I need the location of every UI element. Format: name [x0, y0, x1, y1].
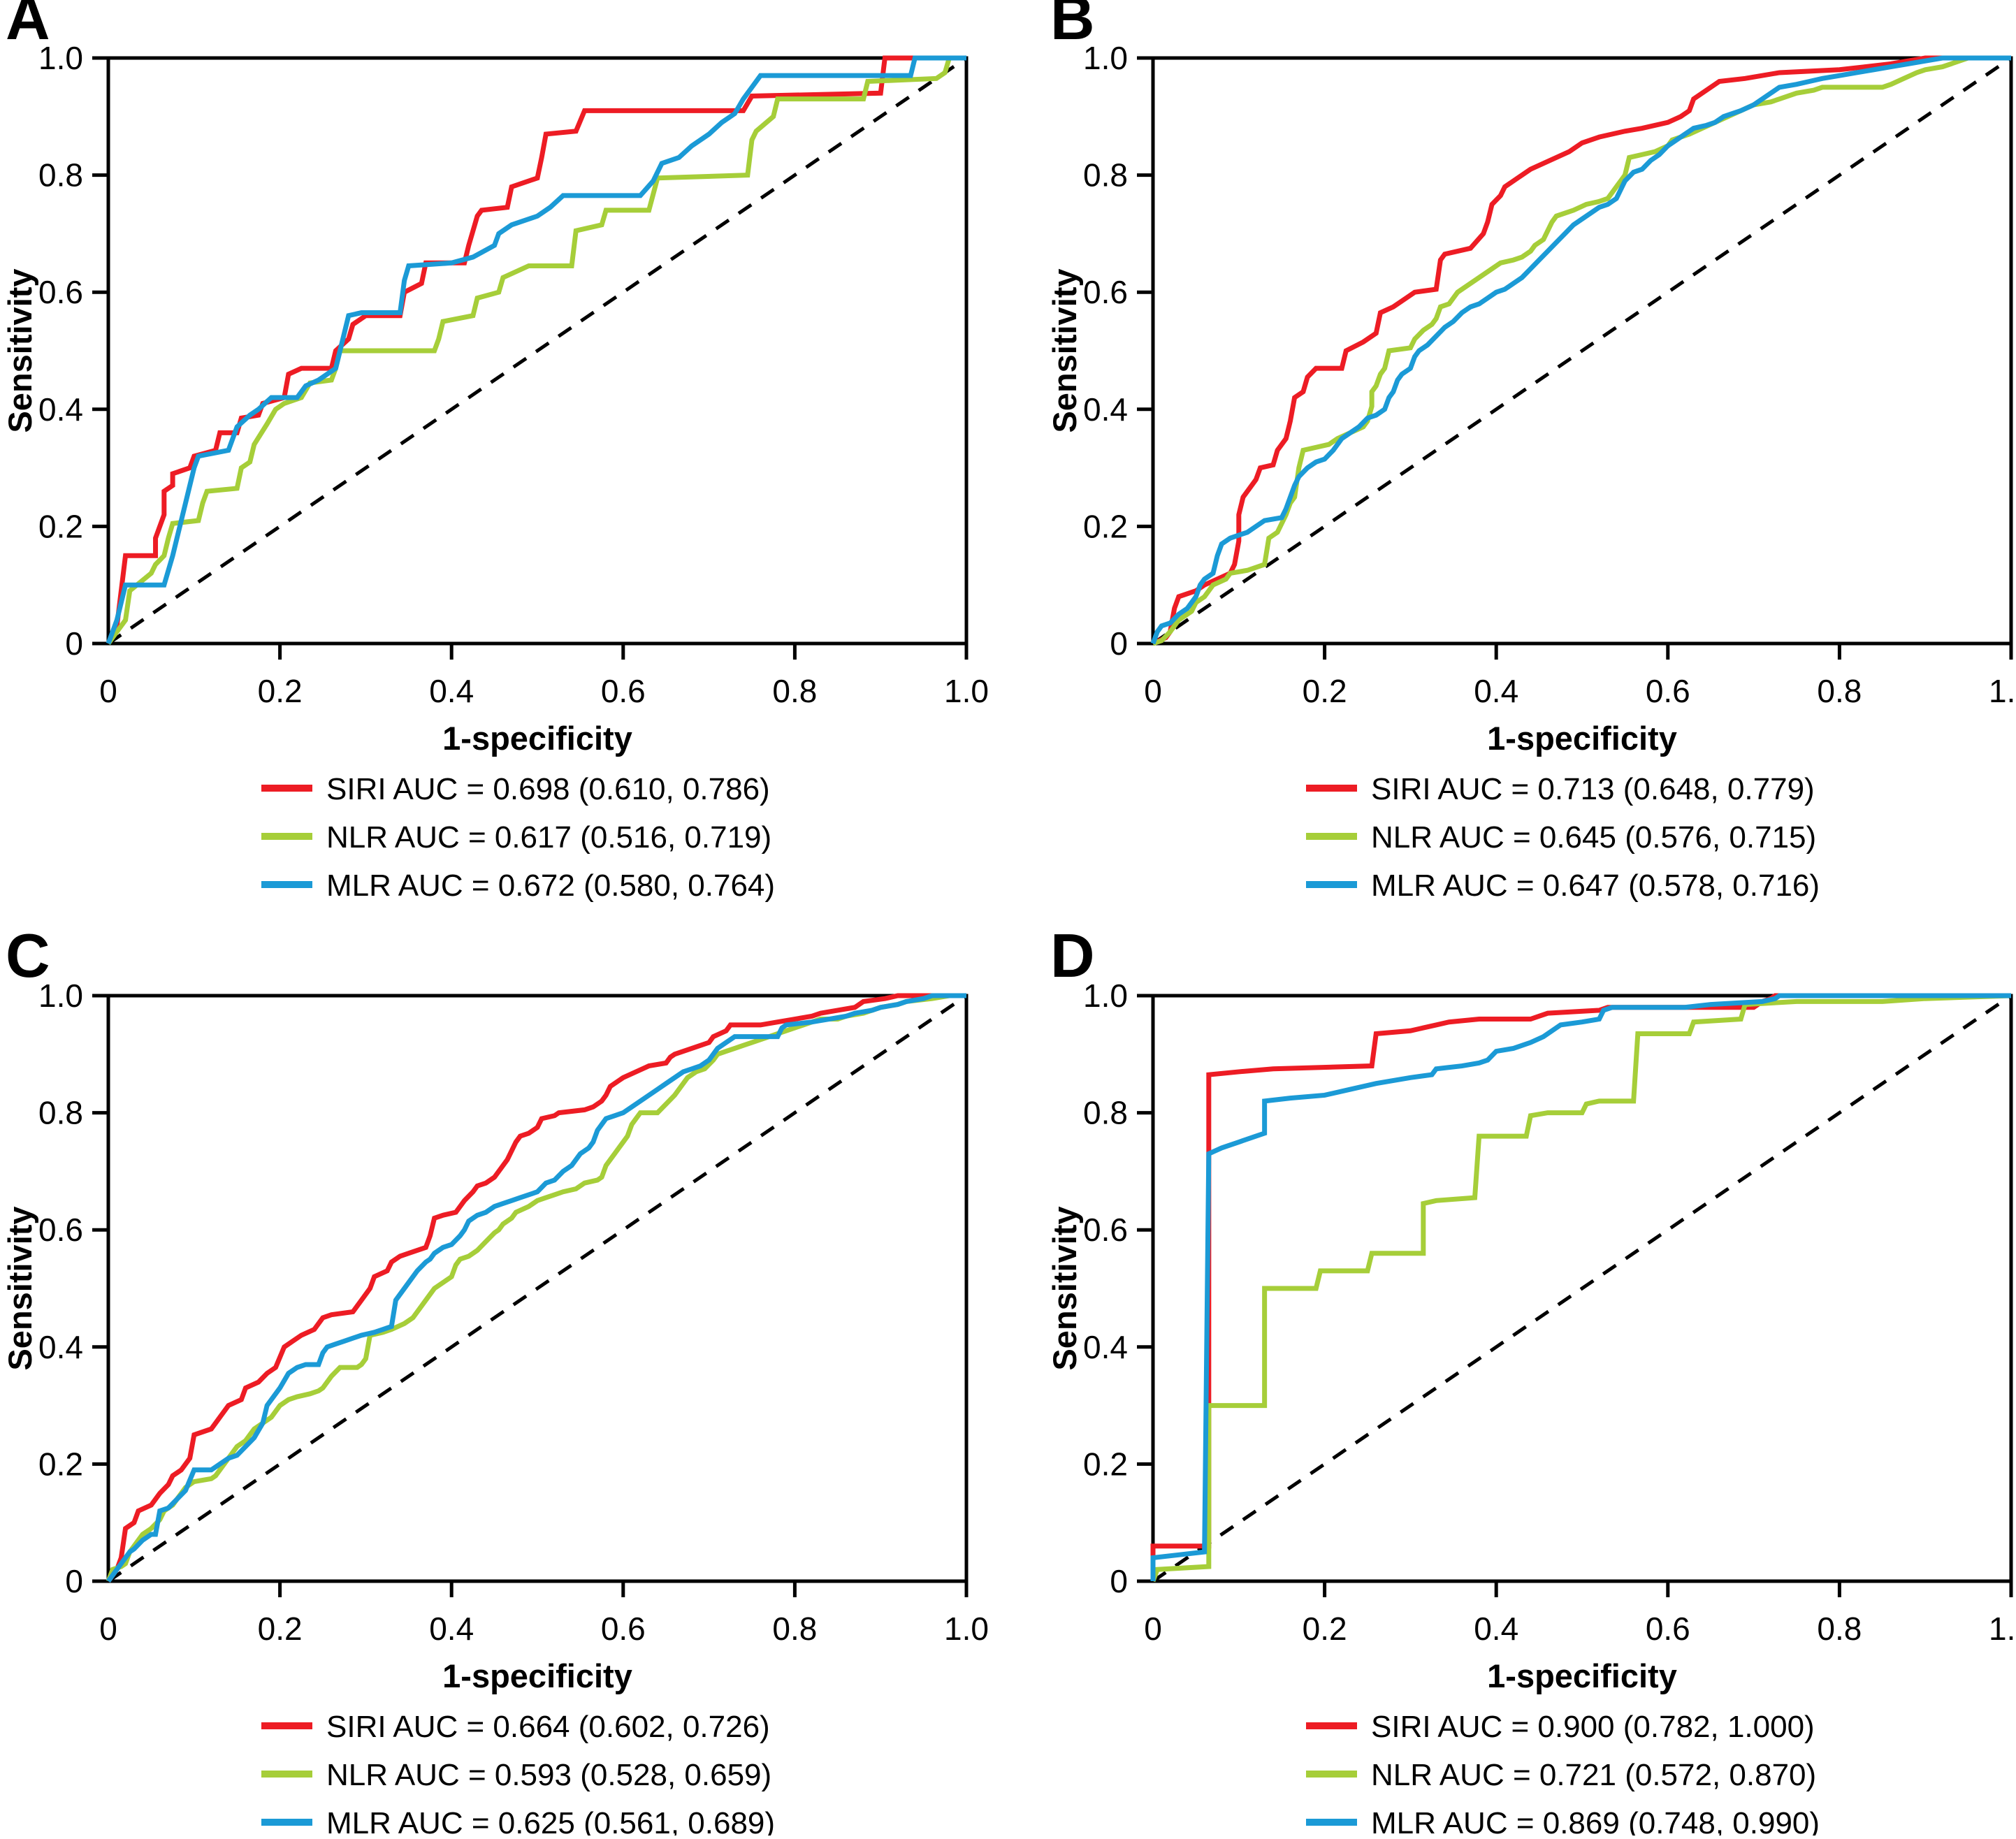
x-tick-label: 0	[1144, 673, 1162, 709]
roc-curve-mlr	[1150, 55, 2011, 645]
x-tick-label: 0.2	[258, 673, 303, 709]
roc-curve-mlr	[106, 993, 966, 1583]
y-tick-label: 0	[1110, 1563, 1128, 1599]
x-tick-label: 0.6	[601, 673, 646, 709]
y-tick-label: 0.6	[1083, 274, 1128, 310]
x-tick-label: 0.6	[1646, 1611, 1690, 1647]
y-tick-label: 0	[65, 625, 83, 662]
legend-label-nlr: NLR AUC = 0.617 (0.516, 0.719)	[326, 820, 771, 855]
y-tick-label: 0.8	[38, 1095, 83, 1131]
legend-label-mlr: MLR AUC = 0.672 (0.580, 0.764)	[326, 868, 775, 903]
x-tick-label: 0	[1144, 1611, 1162, 1647]
y-tick-label: 0.6	[38, 274, 83, 310]
panel-D: D 0 0.2 0.4 0.6 0.8 1.0 0 0.2 0.4 0.6 0.8 1.0 1-speci…	[1046, 921, 2016, 1839]
y-tick-label: 0.4	[1083, 1329, 1128, 1365]
legend: SIRI AUC = 0.698 (0.610, 0.786) NLR AUC =…	[261, 772, 775, 903]
y-tick-label: 0	[1110, 625, 1128, 662]
x-tick-label: 1.0	[1989, 673, 2016, 709]
legend-label-siri: SIRI AUC = 0.713 (0.648, 0.779)	[1371, 772, 1815, 806]
panel-letter: A	[6, 0, 50, 52]
plot-frame	[1151, 994, 2013, 1583]
panel-letter: B	[1050, 0, 1095, 52]
x-tick-label: 0.2	[1303, 673, 1347, 709]
legend-label-nlr: NLR AUC = 0.645 (0.576, 0.715)	[1371, 820, 1816, 855]
y-tick-label: 0.2	[1083, 508, 1128, 544]
y-tick-label: 0.2	[38, 1446, 83, 1482]
roc-curve-siri	[1152, 55, 2011, 646]
x-tick-label: 0.8	[772, 1611, 817, 1647]
x-tick-label: 0.8	[1817, 673, 1862, 709]
x-axis-title: 1-specificity	[1487, 720, 1677, 757]
chance-line	[107, 56, 968, 646]
x-axis-title: 1-specificity	[442, 720, 632, 757]
x-tick-label: 1.0	[944, 673, 989, 709]
legend-label-siri: SIRI AUC = 0.900 (0.782, 1.000)	[1371, 1710, 1815, 1744]
y-tick-label: 0.8	[1083, 1095, 1128, 1131]
legend-label-siri: SIRI AUC = 0.664 (0.602, 0.726)	[326, 1710, 770, 1744]
y-tick-label: 0.8	[38, 157, 83, 194]
x-tick-label: 0.8	[772, 673, 817, 709]
legend-label-mlr: MLR AUC = 0.869 (0.748, 0.990)	[1371, 1806, 1820, 1836]
x-tick-label: 0.6	[601, 1611, 646, 1647]
x-tick-label: 0.4	[429, 673, 474, 709]
y-axis-title: Sensitivity	[1, 268, 38, 433]
legend: SIRI AUC = 0.900 (0.782, 1.000) NLR AUC =…	[1306, 1710, 1820, 1839]
x-tick-label: 1.0	[944, 1611, 989, 1647]
y-tick-label: 0.6	[38, 1212, 83, 1248]
y-tick-label: 1.0	[38, 977, 83, 1014]
y-tick-label: 0.8	[1083, 157, 1128, 194]
plot-frame	[106, 56, 969, 646]
plot-frame	[106, 994, 969, 1583]
y-tick-label: 0.4	[38, 1329, 83, 1365]
chance-line	[1152, 994, 2013, 1583]
legend-label-nlr: NLR AUC = 0.721 (0.572, 0.870)	[1371, 1758, 1816, 1792]
panel-B: B 0 0.2 0.4 0.6 0.8 1.0 0 0.2 0.4 0.6 0.8 1.0 1-speci…	[1046, 0, 2016, 903]
y-tick-label: 1.0	[1083, 977, 1128, 1014]
y-tick-label: 0.2	[1083, 1446, 1128, 1482]
plot-frame	[1151, 56, 2013, 646]
roc-curve-siri	[106, 993, 966, 1583]
x-tick-label: 0.2	[258, 1611, 303, 1647]
legend-label-nlr: NLR AUC = 0.593 (0.528, 0.659)	[326, 1758, 771, 1792]
legend: SIRI AUC = 0.713 (0.648, 0.779) NLR AUC =…	[1306, 772, 1820, 903]
legend-label-siri: SIRI AUC = 0.698 (0.610, 0.786)	[326, 772, 770, 806]
x-tick-label: 1.0	[1989, 1611, 2016, 1647]
legend: SIRI AUC = 0.664 (0.602, 0.726) NLR AUC =…	[261, 1710, 775, 1839]
y-tick-label: 0.6	[1083, 1212, 1128, 1248]
x-tick-label: 0.4	[1474, 1611, 1518, 1647]
x-tick-label: 0	[99, 1611, 117, 1647]
roc-curve-nlr	[106, 55, 966, 646]
y-tick-label: 1.0	[38, 40, 83, 76]
roc-curve-nlr	[1150, 993, 2012, 1583]
legend-label-mlr: MLR AUC = 0.647 (0.578, 0.716)	[1371, 868, 1820, 903]
chance-line	[107, 994, 968, 1583]
legend-label-mlr: MLR AUC = 0.625 (0.561, 0.689)	[326, 1806, 775, 1836]
panel-A: A 0 0.2 0.4 0.6 0.8 1.0 0 0.2 0.4 0.6 0.8 1.0 1-speci…	[1, 0, 989, 903]
x-tick-label: 0.2	[1303, 1611, 1347, 1647]
x-tick-label: 0.6	[1646, 673, 1690, 709]
x-tick-label: 0.8	[1817, 1611, 1862, 1647]
chance-line	[1152, 56, 2013, 646]
y-axis-title: Sensitivity	[1, 1206, 38, 1370]
x-tick-label: 0.4	[1474, 673, 1518, 709]
x-axis-title: 1-specificity	[1487, 1657, 1677, 1694]
x-axis-title: 1-specificity	[442, 1657, 632, 1694]
panel-letter: D	[1050, 921, 1095, 990]
x-tick-label: 0.4	[429, 1611, 474, 1647]
y-tick-label: 0.4	[38, 391, 83, 428]
y-tick-label: 0.4	[1083, 391, 1128, 428]
roc-curve-mlr	[106, 55, 966, 645]
panel-C: C 0 0.2 0.4 0.6 0.8 1.0 0 0.2 0.4 0.6 0.8 1.0 1-speci…	[1, 921, 989, 1839]
y-tick-label: 0.2	[38, 508, 83, 544]
y-tick-label: 1.0	[1083, 40, 1128, 76]
y-axis-title: Sensitivity	[1046, 268, 1083, 433]
roc-curve-mlr	[1150, 993, 2011, 1581]
panel-letter: C	[6, 921, 50, 990]
x-tick-label: 0	[99, 673, 117, 709]
roc-curve-siri	[106, 55, 966, 645]
y-tick-label: 0	[65, 1563, 83, 1599]
y-axis-title: Sensitivity	[1046, 1206, 1083, 1370]
